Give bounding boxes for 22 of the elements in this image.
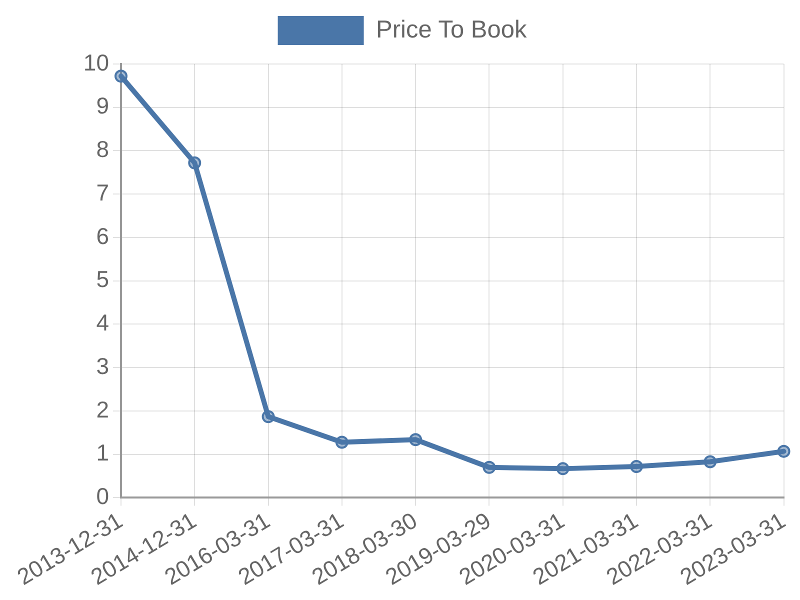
y-tick-label: 4 <box>96 310 110 336</box>
y-tick-label: 6 <box>96 222 109 249</box>
y-tick-label: 1 <box>96 440 109 466</box>
point <box>188 156 202 170</box>
point <box>556 462 570 476</box>
y-tick-label: 2 <box>96 396 109 422</box>
legend-label: Price To Book <box>376 16 528 44</box>
point <box>777 444 790 458</box>
point <box>482 460 496 474</box>
y-tick-label: 0 <box>96 483 109 510</box>
point <box>704 455 717 468</box>
y-tick-label: 5 <box>96 266 109 292</box>
point <box>409 433 422 446</box>
point <box>335 436 348 449</box>
y-tick-label: 8 <box>96 136 109 162</box>
point <box>114 70 128 83</box>
y-tick-label: 7 <box>96 179 109 206</box>
y-tick-label: 10 <box>83 49 109 76</box>
y-tick-label: 3 <box>96 352 109 379</box>
y-tick-label: 9 <box>96 92 109 119</box>
point <box>262 410 275 424</box>
point <box>630 460 643 474</box>
